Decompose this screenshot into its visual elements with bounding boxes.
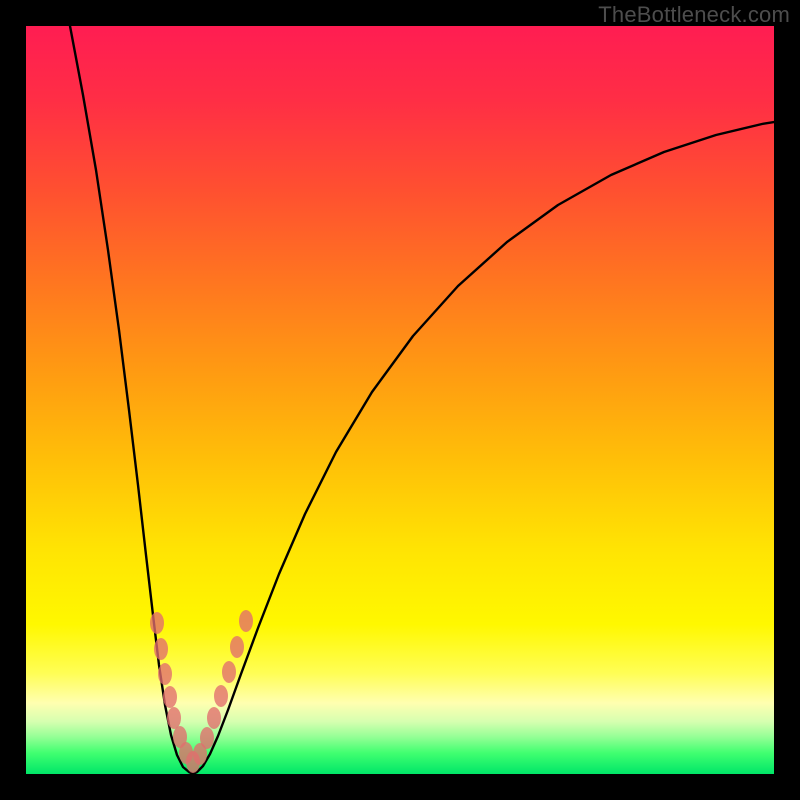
data-marker [207, 707, 221, 729]
data-marker [167, 707, 181, 729]
data-marker [222, 661, 236, 683]
data-marker [154, 638, 168, 660]
data-marker [163, 686, 177, 708]
chart-svg [0, 0, 800, 800]
data-marker [214, 685, 228, 707]
data-marker [150, 612, 164, 634]
watermark-label: TheBottleneck.com [598, 2, 790, 28]
data-marker [158, 663, 172, 685]
data-marker [200, 727, 214, 749]
data-marker [239, 610, 253, 632]
chart-stage: TheBottleneck.com [0, 0, 800, 800]
plot-background [26, 26, 774, 774]
data-marker [230, 636, 244, 658]
